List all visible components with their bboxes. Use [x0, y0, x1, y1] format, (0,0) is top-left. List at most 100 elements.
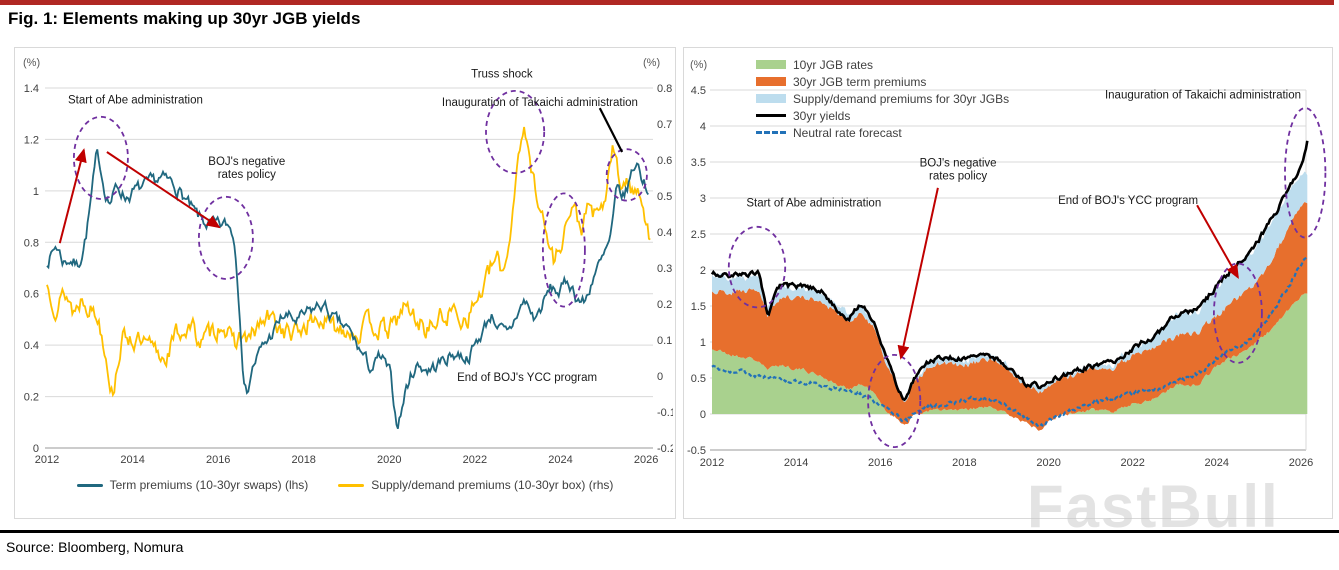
figure-title: Fig. 1: Elements making up 30yr JGB yiel…: [8, 9, 361, 28]
x-axis-tick: 2018: [952, 457, 976, 469]
x-axis-tick: 2014: [120, 454, 144, 466]
x-axis-tick: 2018: [291, 454, 315, 466]
legend-item: 10yr JGB rates: [756, 56, 1009, 73]
annotation-text: Inauguration of Takaichi administration: [442, 97, 638, 109]
y-axis-tick: 0: [700, 409, 706, 421]
annotation-ellipse: [1213, 262, 1263, 364]
legend-item: Supply/demand premiums for 30yr JGBs: [756, 90, 1009, 107]
y-axis-tick-right: 0.7: [657, 119, 672, 131]
series-30yr-yields: [710, 140, 1309, 402]
area-supply-demand-premiums: [712, 171, 1308, 403]
y-axis-tick-right: -0.2: [657, 443, 673, 455]
annotation-arrow: [58, 148, 87, 244]
annotation-text: BOJ's negative rates policy: [920, 157, 997, 182]
x-axis-tick: 2026: [634, 454, 658, 466]
y-axis-tick-left: 0.8: [24, 237, 39, 249]
y-axis-tick-right: 0.4: [657, 227, 672, 239]
legend-item: Neutral rate forecast: [756, 124, 1009, 141]
y-axis-tick-right: 0.8: [657, 83, 672, 95]
legend-swatch: [756, 77, 786, 86]
y-axis-tick: 3.5: [691, 157, 706, 169]
annotation-ellipse: [1284, 107, 1327, 239]
x-axis-tick: 2022: [463, 454, 487, 466]
y-axis-tick-right: 0.2: [657, 299, 672, 311]
x-axis-tick: 2026: [1289, 457, 1313, 469]
axis-unit-left: (%): [690, 59, 707, 71]
annotation-text: BOJ's negative rates policy: [208, 156, 285, 181]
y-axis-tick-right: 0.6: [657, 155, 672, 167]
annotation-arrow: [106, 151, 221, 229]
x-axis-tick: 2016: [206, 454, 230, 466]
annotation-ellipse: [542, 192, 586, 308]
left-chart-panel: 1.4 1.2 1 0.8 0.6 0.4 0.2 0 0.8 0.7 0.6 0.5 0.4 0.3 0.…: [14, 47, 676, 519]
annotation-text: Inauguration of Takaichi administration: [1105, 90, 1301, 102]
legend-label: Term premiums (10-30yr swaps) (lhs): [109, 478, 309, 492]
annotation-arrow: [897, 187, 939, 360]
y-axis-tick-left: 0: [33, 443, 39, 455]
y-axis-tick-left: 1.2: [24, 134, 39, 146]
annotation-text: End of BOJ's YCC program: [1058, 195, 1198, 207]
x-axis-tick: 2012: [35, 454, 59, 466]
y-axis-tick-left: 0.6: [24, 289, 39, 301]
y-axis-tick-left: 0.2: [24, 392, 39, 404]
legend-label: 30yr yields: [793, 108, 851, 123]
area-10yr-jgb-rates: [712, 293, 1308, 414]
bottom-rule: [0, 530, 1339, 533]
legend-item: Supply/demand premiums (10-30yr box) (rh…: [338, 478, 613, 492]
axis-unit-left: (%): [23, 57, 40, 69]
legend-label: 30yr JGB term premiums: [793, 74, 927, 89]
annotation-ellipse: [197, 195, 254, 280]
y-axis-tick: 2: [700, 265, 706, 277]
annotation-text: End of BOJ's YCC program: [457, 372, 597, 384]
y-axis-tick-right: 0.5: [657, 191, 672, 203]
x-axis-tick: 2024: [1205, 457, 1229, 469]
y-axis-tick-right: 0.1: [657, 335, 672, 347]
legend-swatch: [756, 114, 786, 117]
top-red-bar: [0, 0, 1334, 5]
legend-swatch: [756, 131, 786, 134]
legend-item: Term premiums (10-30yr swaps) (lhs): [76, 478, 309, 492]
series-supply-demand-premiums: [46, 126, 651, 398]
y-axis-tick: 1.5: [691, 301, 706, 313]
area-30yr-term-premiums: [712, 202, 1308, 431]
annotation-ellipse: [727, 225, 787, 309]
annotation-ellipse: [867, 353, 922, 448]
annotation-pointer-line: [598, 107, 624, 153]
y-axis-tick-left: 1.4: [24, 83, 39, 95]
legend-label: Supply/demand premiums (10-30yr box) (rh…: [371, 478, 614, 492]
legend-label: 10yr JGB rates: [793, 57, 874, 72]
source-note: Source: Bloomberg, Nomura: [6, 539, 184, 555]
legend-label: Supply/demand premiums for 30yr JGBs: [793, 91, 1010, 106]
legend-item: 30yr yields: [756, 107, 1009, 124]
legend-swatch: [338, 483, 365, 487]
x-axis-tick: 2020: [1036, 457, 1060, 469]
legend-swatch: [756, 60, 786, 69]
right-chart-legend: 10yr JGB rates 30yr JGB term premiums Supp…: [756, 56, 1009, 141]
left-chart: 1.4 1.2 1 0.8 0.6 0.4 0.2 0 0.8 0.7 0.6 0.5 0.4 0.3 0.…: [23, 57, 673, 466]
y-axis-tick-left: 0.4: [24, 340, 39, 352]
x-axis-tick: 2020: [377, 454, 401, 466]
annotation-text: Start of Abe administration: [746, 198, 881, 210]
y-axis-tick-right: 0: [657, 371, 663, 383]
x-axis-tick: 2012: [700, 457, 724, 469]
annotation-text: Start of Abe administration: [68, 94, 203, 106]
y-axis-tick: 2.5: [691, 229, 706, 241]
x-axis-tick: 2014: [784, 457, 808, 469]
watermark: FastBull: [1027, 473, 1280, 540]
y-axis-tick: 4: [700, 121, 706, 133]
legend-swatch: [76, 483, 103, 487]
legend-label: Neutral rate forecast: [793, 125, 902, 140]
y-axis-tick: -0.5: [687, 445, 706, 457]
annotation-arrow: [1196, 204, 1239, 279]
left-chart-legend: Term premiums (10-30yr swaps) (lhs) Suppl…: [15, 478, 675, 492]
axis-unit-right: (%): [643, 57, 660, 69]
x-axis-tick: 2022: [1120, 457, 1144, 469]
y-axis-tick-right: 0.3: [657, 263, 672, 275]
y-axis-tick: 4.5: [691, 85, 706, 97]
right-chart-panel: 4.5 4 3.5 3 2.5 2 1.5 1 0.5 0 -0.5 2012 2014 2016 2018…: [683, 47, 1333, 519]
legend-swatch: [756, 94, 786, 103]
x-axis-tick: 2024: [548, 454, 572, 466]
legend-item: 30yr JGB term premiums: [756, 73, 1009, 90]
